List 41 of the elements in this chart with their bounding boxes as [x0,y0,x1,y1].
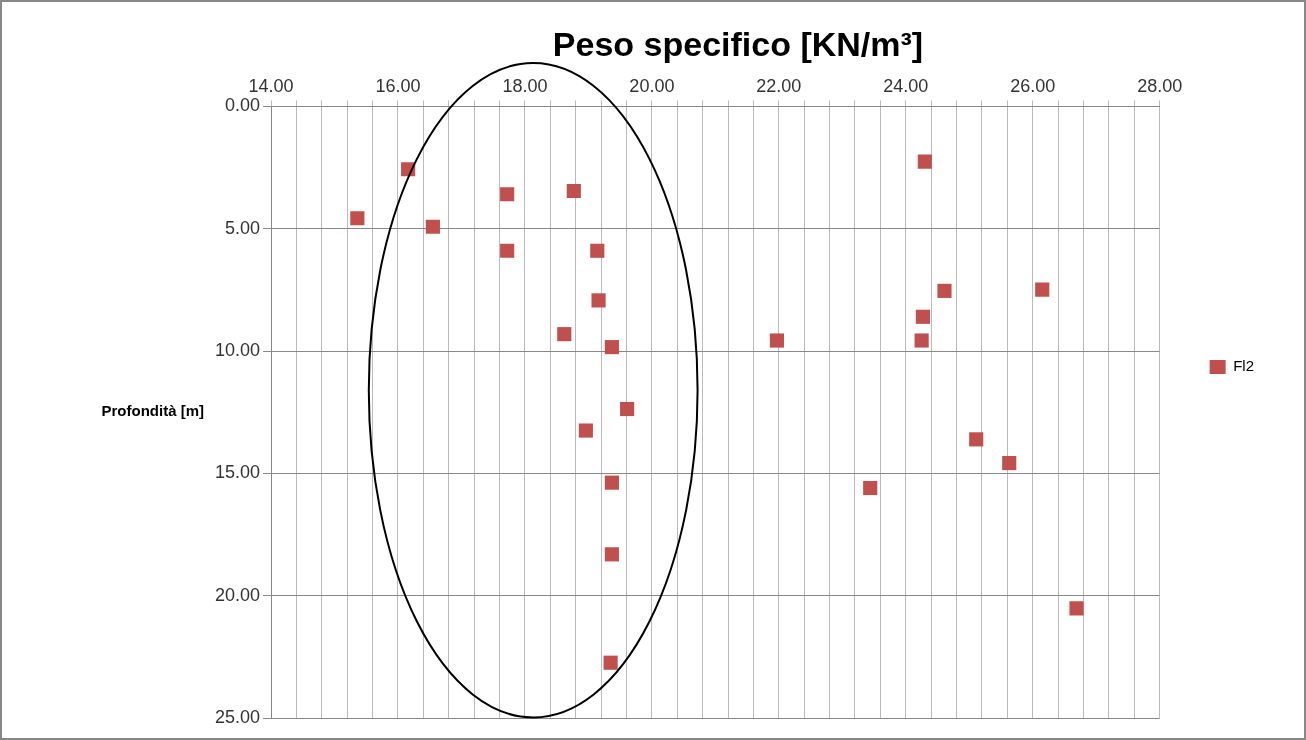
point [937,283,952,298]
point [1069,601,1084,616]
x-tick-label: 20.00 [629,75,675,96]
point [566,183,581,199]
y-tick-label: 15.00 [215,462,261,483]
x-tick-label: 18.00 [502,75,548,96]
y-tick-label: 25.00 [215,706,261,727]
x-tick-label: 16.00 [375,75,421,96]
point [604,547,619,562]
y-axis-title: Profondità [m] [101,402,204,420]
point [350,211,365,226]
point [769,333,784,348]
point [603,655,618,670]
point [1002,456,1017,471]
point [604,340,619,355]
x-tick-label: 22.00 [756,75,802,96]
point [863,480,878,496]
y-tick-label: 5.00 [225,217,261,238]
x-tick-label: 26.00 [1010,75,1056,96]
x-tick-label: 14.00 [248,75,294,96]
y-tick-label: 10.00 [215,340,261,361]
point [969,432,984,447]
point [500,243,515,258]
x-tick-label: 24.00 [883,75,929,96]
y-tick-label: 20.00 [215,584,261,605]
point [917,154,932,169]
point [557,327,572,342]
point [578,423,593,438]
chart-title: Peso specifico [KN/m³] [552,24,924,63]
point [500,187,515,202]
legend-label: Fl2 [1233,357,1255,375]
point [915,309,930,324]
point [590,243,605,258]
point [914,333,929,348]
y-tick-label: 0.00 [225,95,261,116]
x-tick-label: 28.00 [1137,75,1183,96]
point [620,401,635,417]
point [425,219,440,234]
point [591,293,606,308]
point [604,475,619,490]
point [1035,282,1050,297]
